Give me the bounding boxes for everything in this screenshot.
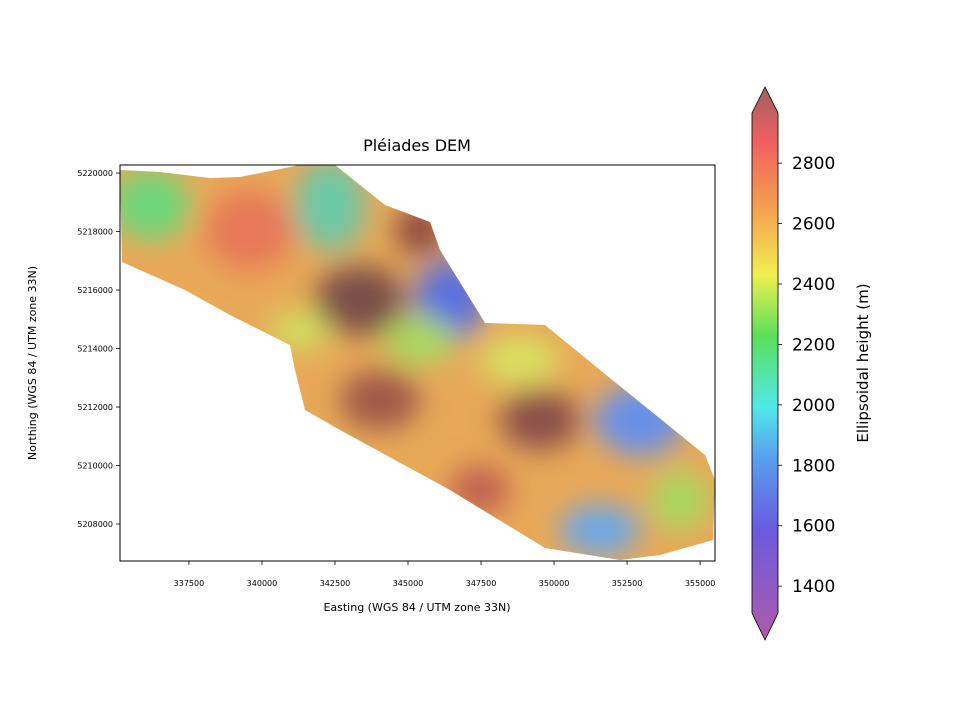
- colorbar-tick-label: 1400: [792, 577, 835, 597]
- chart-title: Pléiades DEM: [363, 136, 471, 155]
- colorbar-body: [751, 86, 779, 641]
- colorbar-tick-label: 2000: [792, 396, 835, 416]
- x-tick-label: 345000: [393, 579, 424, 588]
- y-tick-label: 5220000: [77, 169, 113, 178]
- y-tick-label: 5216000: [77, 286, 113, 295]
- y-tick-label: 5210000: [77, 462, 113, 471]
- colorbar-tick-label: 2600: [792, 215, 835, 235]
- y-tick-label: 5212000: [77, 403, 113, 412]
- colorbar: [751, 86, 779, 641]
- colorbar-label: Ellipsoidal height (m): [854, 283, 872, 442]
- x-tick-label: 355000: [685, 579, 716, 588]
- x-tick-label: 340000: [247, 579, 278, 588]
- y-tick-label: 5218000: [77, 228, 113, 237]
- colorbar-tick-label: 1600: [792, 517, 835, 537]
- x-tick-label: 347500: [466, 579, 497, 588]
- x-tick-label: 352500: [612, 579, 643, 588]
- y-axis-label: Northing (WGS 84 / UTM zone 33N): [26, 266, 39, 460]
- x-tick-label: 350000: [539, 579, 570, 588]
- x-axis-label: Easting (WGS 84 / UTM zone 33N): [323, 601, 510, 614]
- axes-frame: [119, 164, 716, 562]
- colorbar-tick-label: 1800: [792, 456, 835, 476]
- x-tick-label: 337500: [174, 579, 205, 588]
- colorbar-tick-label: 2200: [792, 335, 835, 355]
- colorbar-tick-label: 2400: [792, 275, 835, 295]
- y-tick-label: 5214000: [77, 345, 113, 354]
- y-tick-label: 5208000: [77, 520, 113, 529]
- colorbar-tick-label: 2800: [792, 154, 835, 174]
- x-tick-label: 342500: [320, 579, 351, 588]
- dem-raster: [120, 165, 715, 560]
